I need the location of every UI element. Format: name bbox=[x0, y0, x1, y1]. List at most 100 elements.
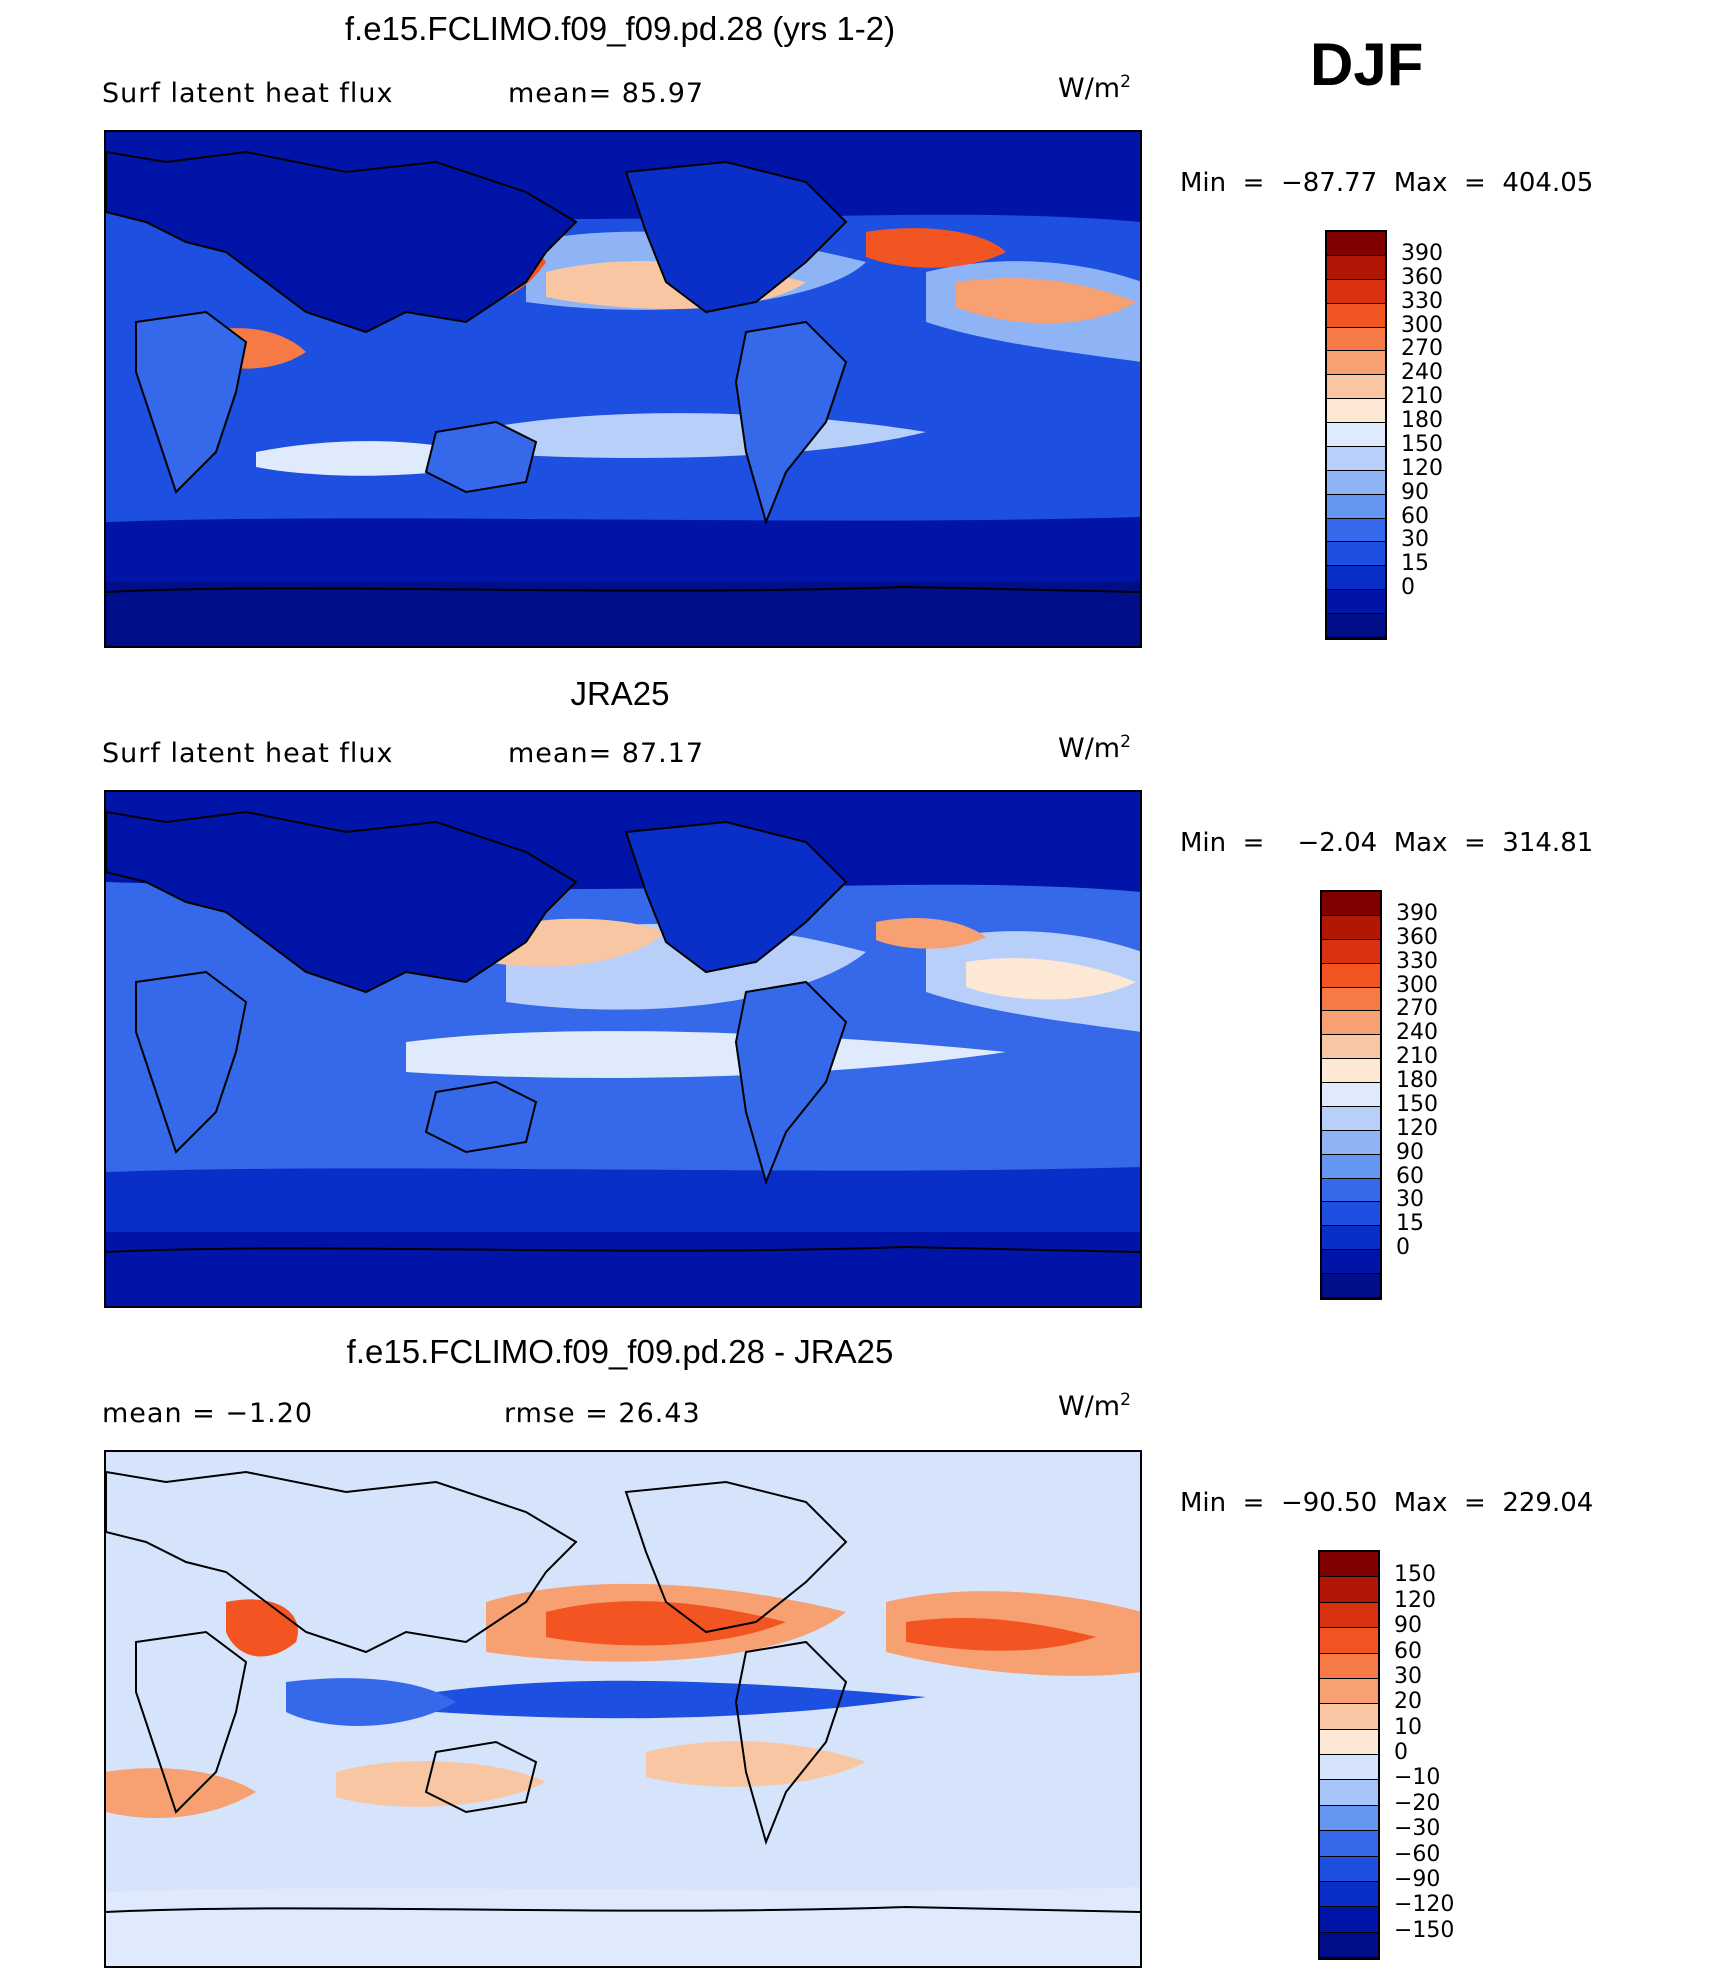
continent-outline bbox=[734, 980, 848, 1186]
colorbar-swatch bbox=[1320, 1602, 1378, 1629]
colorbar-tick-label: −90 bbox=[1394, 1866, 1441, 1892]
colorbar-swatch bbox=[1320, 1552, 1378, 1578]
units-label: W/m2 bbox=[1058, 732, 1131, 764]
colorbar-tick-label: 360 bbox=[1401, 264, 1443, 290]
field-band bbox=[866, 228, 1006, 268]
colorbar-swatch bbox=[1327, 423, 1385, 447]
colorbar-tick-label: 0 bbox=[1396, 1235, 1410, 1261]
colorbar-swatch bbox=[1322, 1059, 1380, 1084]
continent-outline bbox=[106, 1470, 578, 1654]
colorbar-tick-label: −60 bbox=[1394, 1841, 1441, 1867]
colorbar-swatch bbox=[1320, 1755, 1378, 1781]
mean-value: mean= 85.97 bbox=[508, 78, 705, 109]
field-band bbox=[966, 958, 1136, 1000]
colorbar-swatch bbox=[1327, 470, 1385, 495]
colorbar-swatch bbox=[1320, 1881, 1378, 1908]
colorbar-tick-label: 240 bbox=[1401, 360, 1443, 386]
field-band bbox=[546, 1601, 786, 1646]
colorbar-tick-label: 300 bbox=[1401, 312, 1443, 338]
colorbar-swatch bbox=[1327, 255, 1385, 280]
colorbar-swatch bbox=[1320, 1577, 1378, 1603]
map-model bbox=[104, 130, 1142, 648]
colorbar-swatch bbox=[1320, 1805, 1378, 1832]
colorbar-tick-label: −20 bbox=[1394, 1790, 1441, 1816]
field-band bbox=[106, 582, 1140, 646]
colorbar-swatch bbox=[1322, 915, 1380, 940]
colorbar-swatch bbox=[1327, 279, 1385, 304]
colorbar-swatch bbox=[1322, 1178, 1380, 1203]
variable-label: Surf latent heat flux bbox=[102, 78, 394, 109]
min-max-readout: Min = −2.04 Max = 314.81 bbox=[1180, 828, 1594, 858]
colorbar-swatch bbox=[1322, 1202, 1380, 1227]
colorbar-swatch bbox=[1320, 1856, 1378, 1882]
panel-title: f.e15.FCLIMO.f09_f09.pd.28 - JRA25 bbox=[346, 1333, 894, 1370]
colorbar-tick-label: 90 bbox=[1396, 1139, 1424, 1165]
colorbar-swatch bbox=[1322, 1035, 1380, 1060]
colorbar-tick-label: 90 bbox=[1401, 479, 1429, 505]
colorbar-tick-label: −120 bbox=[1394, 1892, 1455, 1918]
field-band bbox=[646, 1741, 866, 1787]
colorbar-swatch bbox=[1327, 232, 1385, 256]
colorbar-tick-label: 15 bbox=[1401, 551, 1429, 577]
colorbar-tick-label: 0 bbox=[1401, 575, 1415, 601]
colorbar-swatch bbox=[1327, 351, 1385, 376]
colorbar-swatch bbox=[1320, 1907, 1378, 1933]
colorbar-tick-label: 240 bbox=[1396, 1020, 1438, 1046]
continent-outline bbox=[424, 1080, 538, 1154]
continent-outline bbox=[424, 1740, 538, 1814]
colorbar-swatch bbox=[1327, 542, 1385, 567]
rmse-value: rmse = 26.43 bbox=[504, 1398, 701, 1429]
colorbar-swatch bbox=[1322, 1274, 1380, 1298]
field-band bbox=[106, 1887, 1140, 1966]
continent-outline bbox=[135, 310, 248, 494]
colorbar-swatch bbox=[1327, 303, 1385, 328]
colorbar-tick-label: 60 bbox=[1396, 1163, 1424, 1189]
colorbar-swatch bbox=[1322, 1154, 1380, 1179]
field-band bbox=[286, 1678, 456, 1726]
colorbar-swatch bbox=[1322, 1226, 1380, 1251]
colorbar-swatch bbox=[1320, 1678, 1378, 1705]
continent-outline bbox=[624, 1480, 848, 1634]
colorbar-tick-label: 0 bbox=[1394, 1740, 1408, 1765]
colorbar-swatch bbox=[1322, 1011, 1380, 1036]
colorbar-swatch bbox=[1322, 963, 1380, 988]
colorbar-tick-label: 150 bbox=[1394, 1562, 1436, 1588]
colorbar-tick-label: 180 bbox=[1401, 408, 1443, 434]
colorbar-swatch bbox=[1322, 1083, 1380, 1107]
colorbar-swatch bbox=[1327, 566, 1385, 591]
colorbar-tick-label: 210 bbox=[1401, 384, 1443, 410]
variable-label: Surf latent heat flux bbox=[102, 738, 394, 769]
colorbar-tick-label: 270 bbox=[1401, 336, 1443, 362]
colorbar-tick-label: 120 bbox=[1396, 1115, 1438, 1141]
colorbar-swatch bbox=[1327, 446, 1385, 471]
colorbar-swatch bbox=[1320, 1704, 1378, 1730]
colorbar-tick-label: 330 bbox=[1396, 948, 1438, 974]
continent-outline bbox=[734, 320, 848, 526]
colorbar-tick-label: 30 bbox=[1394, 1663, 1422, 1689]
map-observation bbox=[104, 790, 1142, 1308]
field-band bbox=[106, 1768, 256, 1818]
colorbar-swatch bbox=[1327, 399, 1385, 424]
colorbar-swatch bbox=[1322, 939, 1380, 964]
colorbar-swatch bbox=[1322, 1250, 1380, 1275]
min-max-readout: Min = −90.50 Max = 229.04 bbox=[1180, 1488, 1594, 1518]
min-max-readout: Min = −87.77 Max = 404.05 bbox=[1180, 168, 1594, 198]
colorbar bbox=[1318, 1550, 1380, 1960]
field-band bbox=[336, 1761, 546, 1807]
colorbar-tick-label: 120 bbox=[1401, 455, 1443, 481]
colorbar bbox=[1320, 890, 1382, 1300]
field-band bbox=[906, 1617, 1096, 1651]
colorbar-tick-label: 390 bbox=[1401, 240, 1443, 266]
field-band bbox=[106, 1232, 1140, 1306]
colorbar-tick-label: 30 bbox=[1401, 527, 1429, 553]
colorbar-swatch bbox=[1322, 987, 1380, 1012]
continent-outline bbox=[106, 150, 578, 334]
colorbar-tick-label: 60 bbox=[1394, 1638, 1422, 1664]
colorbar-swatch bbox=[1320, 1729, 1378, 1755]
colorbar-tick-label: 10 bbox=[1394, 1714, 1422, 1740]
colorbar bbox=[1325, 230, 1387, 640]
continent-outline bbox=[135, 1630, 248, 1814]
field-band bbox=[876, 917, 986, 949]
colorbar-tick-label: −10 bbox=[1394, 1765, 1441, 1791]
colorbar-tick-label: 180 bbox=[1396, 1068, 1438, 1094]
